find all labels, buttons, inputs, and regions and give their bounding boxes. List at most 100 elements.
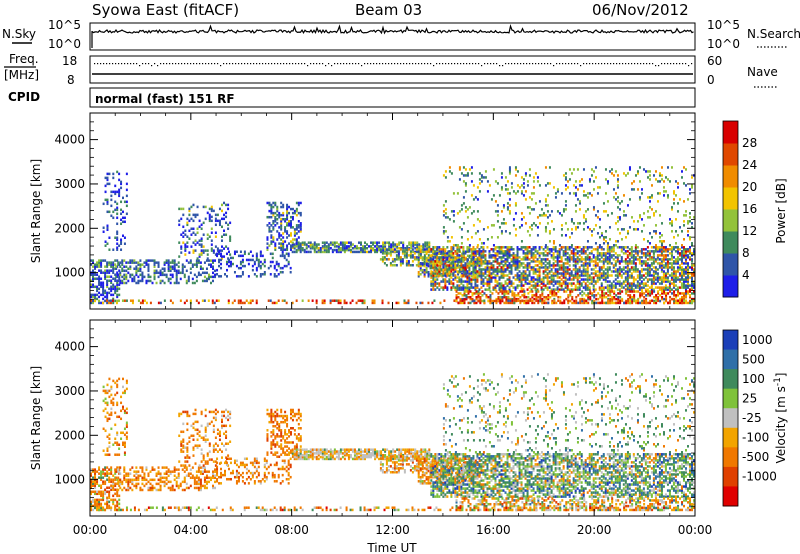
power-cell xyxy=(218,219,221,223)
power-cell xyxy=(280,224,283,227)
power-cell xyxy=(506,282,509,285)
power-cell xyxy=(546,248,549,251)
nave-dot xyxy=(214,63,216,65)
power-cell xyxy=(120,218,123,222)
power-cell xyxy=(464,266,467,269)
power-cell xyxy=(653,299,656,303)
power-cell xyxy=(282,242,285,245)
power-cell xyxy=(301,246,304,250)
power-cell xyxy=(522,186,525,189)
power-cell xyxy=(478,272,481,275)
power-cell xyxy=(648,200,651,203)
power-cell xyxy=(297,243,300,246)
power-cell xyxy=(432,266,435,269)
power-cell xyxy=(470,166,473,169)
power-cell xyxy=(670,254,673,257)
power-cell xyxy=(532,278,535,281)
power-cell xyxy=(582,246,585,249)
power-cell xyxy=(153,259,156,262)
power-cell xyxy=(115,265,118,268)
power-cell xyxy=(658,214,661,217)
power-cell xyxy=(570,258,573,261)
power-cell xyxy=(510,284,513,287)
power-cell xyxy=(391,258,394,261)
power-cell xyxy=(280,217,283,221)
power-cell xyxy=(468,260,471,264)
power-cell xyxy=(643,295,646,299)
power-cell xyxy=(534,246,537,249)
power-cell xyxy=(430,258,433,261)
power-cell xyxy=(461,294,464,297)
power-cell xyxy=(470,284,473,287)
power-cell xyxy=(586,272,589,275)
power-cell xyxy=(512,218,515,221)
power-cell xyxy=(448,272,451,275)
power-cell xyxy=(430,288,433,291)
power-cell xyxy=(434,274,437,277)
power-cell xyxy=(286,215,289,219)
power-cell xyxy=(594,262,597,265)
power-cell xyxy=(460,262,463,265)
power-cell xyxy=(102,285,105,289)
power-cell xyxy=(220,225,223,229)
power-cell xyxy=(468,262,471,265)
power-cell xyxy=(403,254,406,257)
power-cell xyxy=(202,249,205,252)
power-cell xyxy=(540,278,543,281)
power-cell xyxy=(488,278,491,281)
power-cell xyxy=(494,288,497,291)
power-cell xyxy=(658,172,661,175)
power-cell xyxy=(181,263,184,266)
power-cell xyxy=(119,261,122,264)
power-cell xyxy=(661,295,664,299)
power-cell xyxy=(461,297,464,301)
power-cell xyxy=(560,192,563,195)
power-cell xyxy=(601,294,604,297)
power-cell xyxy=(602,260,605,263)
nave-dot xyxy=(592,63,594,65)
power-cell xyxy=(587,294,590,297)
power-cell xyxy=(578,268,581,271)
power-cell xyxy=(123,273,126,277)
nave-dot xyxy=(688,65,690,67)
power-cell xyxy=(488,270,491,273)
power-cell xyxy=(420,245,423,248)
power-cell xyxy=(564,176,567,179)
power-cell xyxy=(452,278,455,281)
power-cell xyxy=(556,250,559,253)
power-cell xyxy=(567,295,570,299)
power-cell xyxy=(586,248,589,251)
power-cell xyxy=(688,284,691,287)
power-cell xyxy=(376,245,379,248)
power-cell xyxy=(640,256,643,259)
power-cell xyxy=(450,246,453,249)
power-cell xyxy=(499,295,502,299)
power-cell xyxy=(220,254,223,258)
power-cell xyxy=(532,256,535,259)
power-cell xyxy=(602,286,605,289)
power-cell xyxy=(305,245,308,248)
power-cell xyxy=(153,273,156,277)
power-cell xyxy=(112,271,115,274)
power-cell xyxy=(462,246,465,249)
power-cell xyxy=(540,282,543,285)
power-cell xyxy=(223,255,226,258)
power-cell xyxy=(379,258,382,261)
power-cell xyxy=(688,212,691,215)
power-cell xyxy=(477,292,480,295)
power-cell xyxy=(542,212,545,215)
power-cell xyxy=(196,227,199,231)
power-cell xyxy=(286,246,289,249)
power-cell xyxy=(680,262,683,265)
power-cell xyxy=(598,288,601,291)
power-cell xyxy=(458,248,461,251)
power-cell xyxy=(206,233,209,236)
power-cell xyxy=(654,268,657,271)
power-cell xyxy=(399,262,402,265)
power-cell xyxy=(632,280,635,283)
power-cell xyxy=(446,264,449,267)
power-cell xyxy=(200,245,203,248)
power-cell xyxy=(121,259,124,262)
power-cell xyxy=(289,244,292,247)
power-cell xyxy=(478,288,481,291)
